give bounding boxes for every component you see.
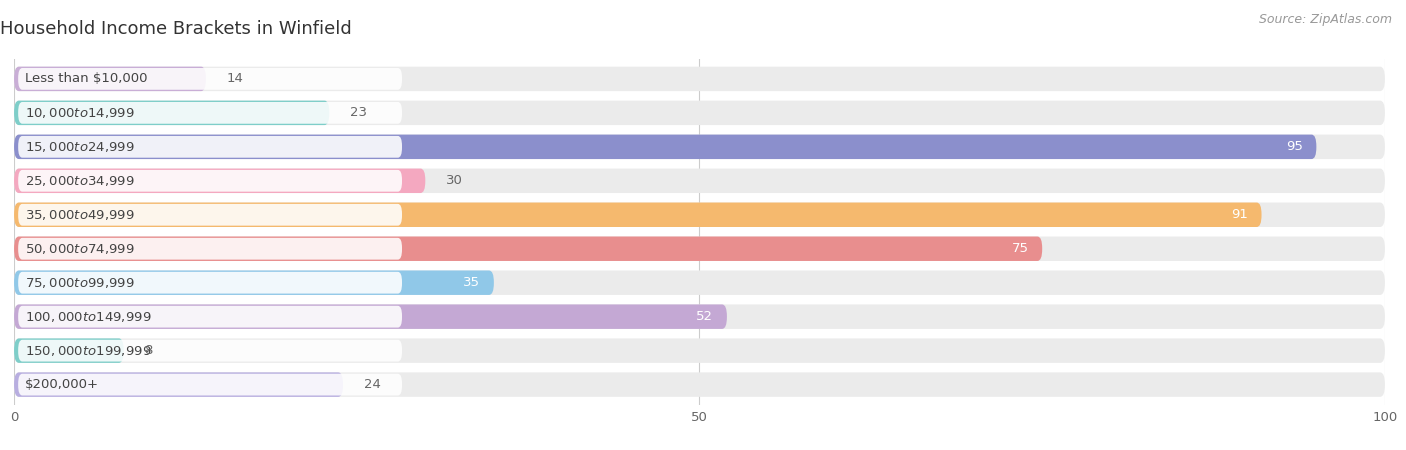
- FancyBboxPatch shape: [14, 101, 329, 125]
- FancyBboxPatch shape: [14, 373, 343, 397]
- FancyBboxPatch shape: [14, 270, 494, 295]
- FancyBboxPatch shape: [14, 169, 1385, 193]
- FancyBboxPatch shape: [14, 202, 1385, 227]
- FancyBboxPatch shape: [18, 68, 402, 90]
- FancyBboxPatch shape: [14, 202, 1261, 227]
- FancyBboxPatch shape: [18, 272, 402, 293]
- Text: 75: 75: [1011, 242, 1029, 255]
- Text: Less than $10,000: Less than $10,000: [25, 72, 148, 86]
- FancyBboxPatch shape: [14, 270, 1385, 295]
- FancyBboxPatch shape: [14, 237, 1385, 261]
- Text: 24: 24: [364, 378, 381, 391]
- Text: 52: 52: [696, 310, 713, 323]
- Text: $50,000 to $74,999: $50,000 to $74,999: [25, 242, 135, 256]
- FancyBboxPatch shape: [14, 338, 1385, 363]
- Text: 35: 35: [463, 276, 481, 289]
- Text: Household Income Brackets in Winfield: Household Income Brackets in Winfield: [0, 20, 352, 38]
- FancyBboxPatch shape: [14, 135, 1316, 159]
- FancyBboxPatch shape: [18, 340, 402, 361]
- FancyBboxPatch shape: [18, 238, 402, 260]
- Text: 95: 95: [1285, 140, 1303, 153]
- Text: 91: 91: [1230, 208, 1249, 221]
- Text: $200,000+: $200,000+: [25, 378, 98, 391]
- FancyBboxPatch shape: [14, 67, 1385, 91]
- FancyBboxPatch shape: [14, 305, 727, 329]
- FancyBboxPatch shape: [14, 305, 1385, 329]
- FancyBboxPatch shape: [18, 204, 402, 225]
- Text: 8: 8: [145, 344, 153, 357]
- FancyBboxPatch shape: [14, 135, 1385, 159]
- Text: $10,000 to $14,999: $10,000 to $14,999: [25, 106, 135, 120]
- FancyBboxPatch shape: [18, 136, 402, 158]
- Text: $150,000 to $199,999: $150,000 to $199,999: [25, 344, 152, 358]
- Text: $75,000 to $99,999: $75,000 to $99,999: [25, 276, 135, 290]
- FancyBboxPatch shape: [18, 306, 402, 328]
- FancyBboxPatch shape: [14, 237, 1042, 261]
- Text: 23: 23: [350, 106, 367, 119]
- FancyBboxPatch shape: [18, 374, 402, 396]
- Text: Source: ZipAtlas.com: Source: ZipAtlas.com: [1258, 14, 1392, 27]
- FancyBboxPatch shape: [14, 373, 1385, 397]
- FancyBboxPatch shape: [14, 101, 1385, 125]
- Text: $15,000 to $24,999: $15,000 to $24,999: [25, 140, 135, 154]
- Text: $25,000 to $34,999: $25,000 to $34,999: [25, 174, 135, 188]
- FancyBboxPatch shape: [14, 67, 207, 91]
- Text: $100,000 to $149,999: $100,000 to $149,999: [25, 310, 152, 324]
- FancyBboxPatch shape: [14, 338, 124, 363]
- FancyBboxPatch shape: [18, 170, 402, 192]
- Text: $35,000 to $49,999: $35,000 to $49,999: [25, 208, 135, 222]
- Text: 30: 30: [446, 174, 463, 187]
- Text: 14: 14: [226, 72, 243, 86]
- FancyBboxPatch shape: [18, 102, 402, 124]
- FancyBboxPatch shape: [14, 169, 425, 193]
